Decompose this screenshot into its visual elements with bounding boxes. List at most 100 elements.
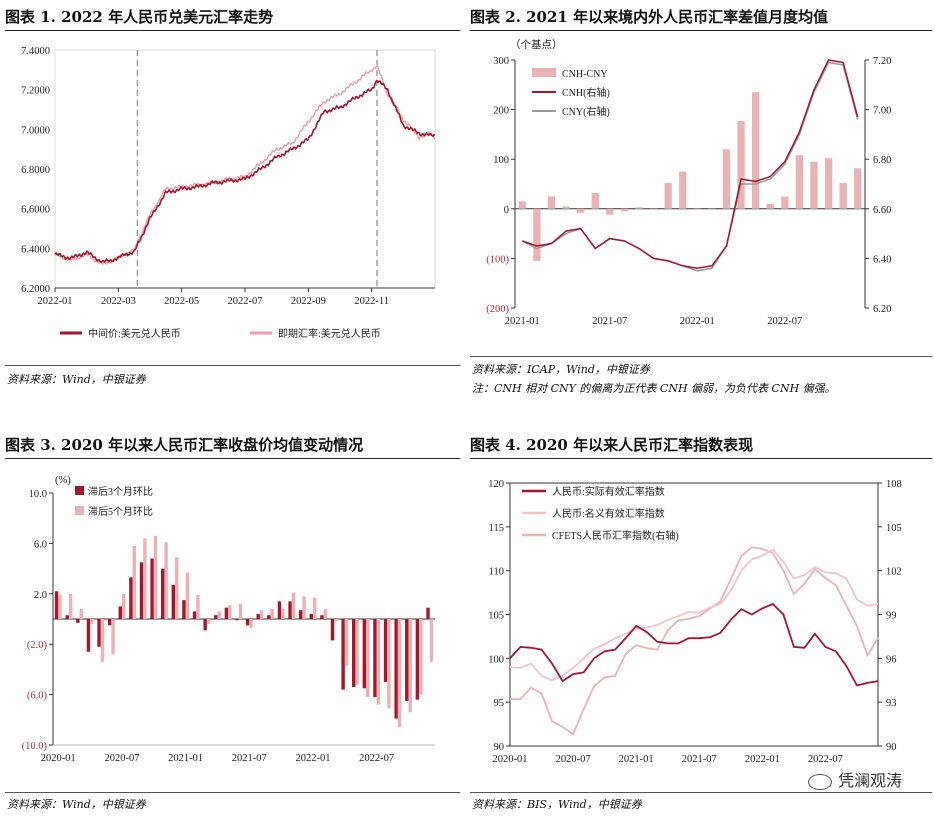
bar: [228, 605, 232, 619]
bar: [518, 201, 526, 209]
series-line: [54, 64, 436, 266]
y-tick-label: 6.0: [34, 539, 47, 550]
y-tick-label: (2.0): [27, 640, 48, 651]
y-tick-label-right: 96: [886, 654, 897, 665]
title-rule: [470, 458, 932, 459]
y-tick-label-right: 105: [886, 523, 902, 534]
y-tick-label-right: 102: [886, 567, 902, 578]
x-tick-label: 2020-07: [104, 753, 139, 764]
bar: [153, 535, 158, 619]
bar: [302, 596, 306, 619]
bar: [90, 619, 94, 625]
y-tick-label: (6.0): [27, 691, 48, 702]
source-text: 资料来源：ICAP，Wind，中银证券: [472, 363, 650, 376]
x-tick-label: 2022-07: [359, 753, 394, 764]
bar: [97, 619, 101, 647]
y-tick-label-right: 6.40: [873, 254, 891, 265]
y-tick-label: (200): [486, 304, 509, 315]
bar: [737, 121, 745, 209]
legend-label: CNY(右轴): [562, 105, 610, 118]
x-tick-label: 2021-07: [232, 753, 267, 764]
legend-label: 中间价:美元兑人民币: [88, 327, 181, 340]
y-tick-label-right: 108: [886, 479, 902, 490]
source-text: 资料来源：BIS，Wind，中银证券: [472, 798, 642, 811]
bar: [533, 208, 541, 261]
y-tick-label: 200: [493, 106, 509, 117]
source-text: 资料来源：Wind，中银证券: [7, 373, 146, 386]
chart-title: 图表 1. 2022 年人民币兑美元汇率走势: [5, 8, 274, 26]
bar: [309, 613, 313, 619]
y-tick-label-right: 6.80: [873, 155, 891, 166]
y-tick-label: 95: [494, 698, 505, 709]
bar: [107, 619, 112, 626]
bar: [839, 183, 847, 209]
x-tick-label: 2021-07: [592, 316, 627, 327]
bar: [376, 619, 381, 705]
bar: [150, 558, 154, 619]
x-tick-label: 2022-09: [291, 296, 326, 307]
y-tick-label: 2.0: [34, 590, 47, 601]
x-tick-label: 2021-01: [505, 316, 540, 327]
y-tick-label: 115: [489, 523, 504, 534]
legend-label: 人民币:名义有效汇率指数: [552, 507, 665, 520]
y-tick-label: 6.8000: [21, 165, 50, 176]
bar: [54, 591, 59, 619]
bar: [182, 600, 186, 619]
legend-label: CNH-CNY: [562, 69, 608, 80]
y-tick-label: 6.4000: [21, 244, 50, 255]
bar: [344, 619, 349, 666]
bar: [722, 149, 731, 209]
y-tick-label: 110: [489, 567, 504, 578]
bar: [175, 557, 179, 619]
x-tick-label: 2021-07: [682, 754, 717, 765]
bar: [366, 619, 370, 698]
bar: [65, 615, 69, 619]
bar: [323, 608, 327, 619]
bar: [249, 619, 253, 628]
y-tick-label: 7.2000: [21, 86, 50, 97]
source-rule: [5, 365, 460, 366]
legend-label: 人民币:实际有效汇率指数: [552, 485, 665, 498]
bar: [394, 619, 398, 719]
chart-title: 图表 4. 2020 年以来人民币汇率指数表现: [470, 436, 754, 454]
bar: [185, 572, 190, 619]
x-tick-label: 2022-07: [767, 316, 802, 327]
y-tick-label: 6.6000: [21, 205, 50, 216]
bar: [129, 577, 133, 619]
bar: [79, 608, 83, 619]
y-tick-label: 6.2000: [21, 284, 50, 295]
bar: [341, 619, 345, 690]
bar: [192, 611, 197, 619]
x-tick-label: 2020-07: [556, 754, 591, 765]
bar: [68, 593, 73, 619]
y-tick-label: (10.0): [22, 741, 48, 752]
y-tick-label: 120: [488, 479, 504, 490]
plot-frame: [54, 49, 436, 289]
bar: [766, 203, 774, 209]
y-axis-unit: (%): [55, 475, 71, 486]
panel-2: 图表 2. 2021 年以来境内外人民币汇率差值月度均值 （个基点） 300 200…: [470, 0, 932, 400]
bar: [854, 168, 862, 209]
y-tick-label: 100: [493, 155, 509, 166]
bar: [238, 603, 243, 619]
x-tick-label: 2022-01: [38, 296, 73, 307]
title-rule: [5, 458, 460, 459]
bar: [562, 206, 570, 209]
bar: [576, 208, 585, 213]
bar: [214, 615, 218, 619]
bar: [405, 619, 409, 701]
bar: [679, 171, 687, 209]
x-tick-label: 2020-01: [493, 754, 528, 765]
bar: [352, 619, 356, 688]
y-tick-label-right: 90: [886, 742, 897, 753]
bar: [649, 208, 658, 210]
bar: [824, 158, 833, 209]
x-tick-label: 2022-11: [354, 296, 389, 307]
y-tick-label: 10.0: [29, 489, 47, 500]
y-tick-label-right: 99: [886, 611, 897, 622]
bar: [751, 92, 760, 209]
bar: [281, 608, 285, 619]
note-text: 注：CNH 相对 CNY 的偏离为正代表 CNH 偏弱，为负代表 CNH 偏强。: [472, 382, 836, 395]
bar: [693, 208, 701, 210]
bar: [132, 545, 136, 619]
